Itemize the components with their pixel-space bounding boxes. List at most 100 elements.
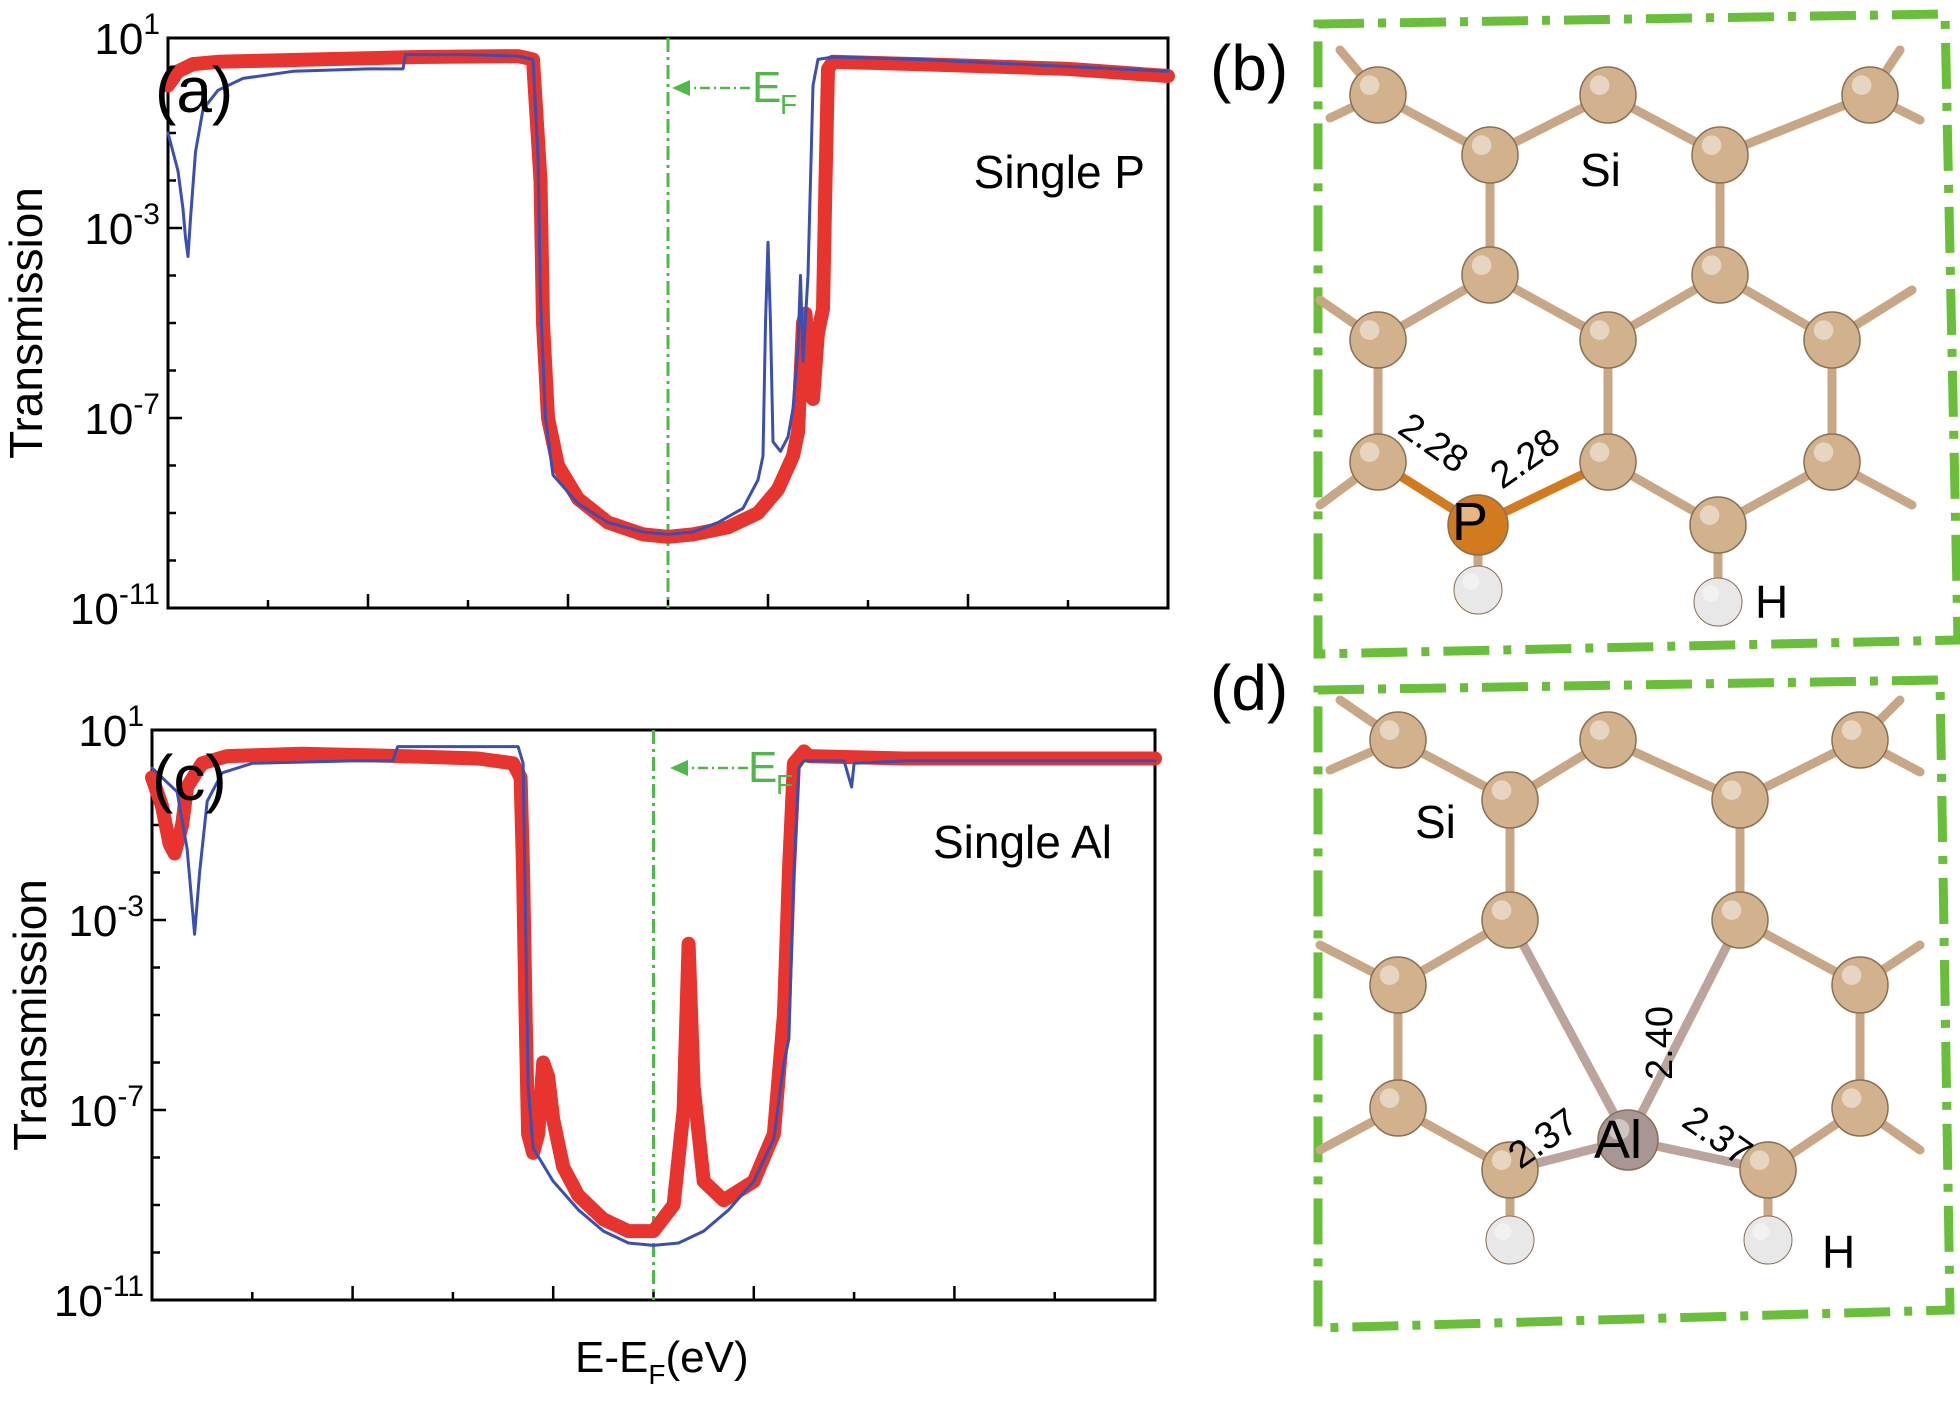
- silicon-atom: [1831, 956, 1889, 1014]
- bond-length-2-d: 2.40: [1639, 1006, 1681, 1080]
- silicon-atom: [1689, 496, 1747, 554]
- atom-highlight: [1813, 320, 1834, 341]
- y-tick-labels-a: 101 10-3 10-7 10-11: [70, 8, 160, 634]
- atom-highlight: [1721, 900, 1742, 920]
- atom-highlight: [1589, 442, 1610, 463]
- hydrogen-atom: [1453, 565, 1503, 615]
- ef-arrow-a: [672, 80, 750, 96]
- chart-panel-a: 101 10-3 10-7 10-11 E F (a) Single P Transm…: [0, 8, 1175, 634]
- atom-highlight: [1491, 1150, 1512, 1170]
- bond: [1505, 915, 1633, 1145]
- h-label-d: H: [1822, 1226, 1855, 1278]
- si-label-d: Si: [1415, 796, 1456, 848]
- panel-label-c: (c): [152, 742, 227, 814]
- silicon-atom: [1369, 711, 1427, 769]
- silicon-atom: [1841, 66, 1899, 124]
- silicon-atom: [1349, 433, 1407, 491]
- y-tick-label: 10-3: [68, 890, 144, 946]
- silicon-atom: [1831, 711, 1889, 769]
- silicon-atom: [1481, 891, 1539, 949]
- panel-label-a: (a): [155, 54, 233, 126]
- atom-highlight: [1359, 442, 1380, 463]
- y-tick-labels-c: 101 10-3 10-7 10-11: [54, 700, 144, 1326]
- atom-highlight: [1851, 75, 1872, 95]
- atom-highlight: [1359, 320, 1380, 341]
- atom-highlight: [1491, 780, 1512, 800]
- silicon-atom: [1369, 956, 1427, 1014]
- silicon-atom: [1461, 246, 1519, 304]
- y-axis-label-c: Transmission: [4, 879, 56, 1151]
- structure-panel-b: (b) Si H 2.28 2.28: [1210, 9, 1960, 659]
- ef-label-c: E: [748, 743, 777, 792]
- silicon-atom: [1579, 433, 1637, 491]
- silicon-atom: [1711, 771, 1769, 829]
- silicon-atom: [1481, 1141, 1539, 1199]
- bond: [1623, 915, 1745, 1145]
- atom-highlight: [1379, 720, 1400, 740]
- silicon-atom: [1349, 311, 1407, 369]
- atom-highlight: [1379, 1088, 1400, 1108]
- hydrogen-atom: [1743, 1215, 1793, 1265]
- atom-highlight: [1752, 1223, 1770, 1240]
- atom-highlight: [1494, 1223, 1512, 1240]
- silicon-atom: [1691, 246, 1749, 304]
- si-label-b: Si: [1580, 144, 1621, 196]
- atom-highlight: [1589, 75, 1610, 95]
- y-tick-label: 10-3: [84, 198, 160, 254]
- silicon-atom: [1579, 66, 1637, 124]
- y-tick-label: 101: [94, 8, 160, 64]
- atom-highlight: [1701, 255, 1722, 275]
- y-axis-label-a: Transmission: [0, 187, 52, 459]
- x-axis-label: E-EF(eV): [575, 1333, 749, 1390]
- atoms-d: [1369, 711, 1889, 1265]
- silicon-atom: [1579, 711, 1637, 769]
- atom-highlight: [1721, 780, 1742, 800]
- panel-label-d: (d): [1210, 652, 1288, 724]
- series-line-thin: [150, 745, 1157, 1247]
- y-tick-label: 10-7: [84, 388, 160, 444]
- y-tick-label: 10-11: [70, 578, 160, 634]
- series-line-thick: [145, 744, 1162, 1239]
- atom-highlight: [1841, 720, 1862, 740]
- annotation-c: Single Al: [933, 816, 1112, 868]
- atom-highlight: [1471, 255, 1492, 275]
- atom-highlight: [1841, 1088, 1862, 1108]
- dopant-label-b: P: [1452, 492, 1488, 552]
- atom-highlight: [1471, 135, 1492, 155]
- ef-subscript-c: F: [776, 769, 793, 800]
- silicon-atom: [1579, 311, 1637, 369]
- atom-highlight: [1359, 75, 1380, 95]
- ef-subscript-a: F: [780, 89, 797, 120]
- dopant-atom: [1447, 494, 1509, 556]
- silicon-atom: [1803, 311, 1861, 369]
- silicon-atom: [1691, 126, 1749, 184]
- ef-arrow-c: [670, 760, 748, 776]
- series-group-a: [161, 49, 1175, 544]
- atom-highlight: [1813, 442, 1834, 463]
- atom-highlight: [1701, 135, 1722, 155]
- silicon-atom: [1803, 433, 1861, 491]
- atom-highlight: [1841, 965, 1862, 985]
- silicon-atom: [1739, 1141, 1797, 1199]
- silicon-atom: [1369, 1079, 1427, 1137]
- atom-highlight: [1749, 1150, 1770, 1170]
- atom-highlight: [1608, 1119, 1630, 1140]
- dopant-label-d: Al: [1594, 1110, 1642, 1170]
- atom-highlight: [1458, 504, 1480, 525]
- dopant-atom: [1597, 1109, 1659, 1171]
- atom-highlight: [1699, 505, 1720, 525]
- chart-panel-c: 101 10-3 10-7 10-11 E F (c) Single Al Trans…: [4, 700, 1162, 1390]
- atom-highlight: [1379, 965, 1400, 985]
- silicon-atom: [1711, 891, 1769, 949]
- supercell-frame-b: [1313, 9, 1960, 659]
- atom-highlight: [1462, 573, 1480, 590]
- atom-highlight: [1589, 320, 1610, 341]
- structure-panel-d: (d) Si H 2.37 2.40 2.37: [1210, 652, 1955, 1333]
- hydrogen-atom: [1485, 1215, 1535, 1265]
- y-tick-label: 101: [78, 700, 144, 756]
- series-line-thin: [166, 53, 1170, 536]
- ef-label-a: E: [752, 63, 781, 112]
- h-label-b: H: [1755, 576, 1788, 628]
- atom-highlight: [1589, 720, 1610, 740]
